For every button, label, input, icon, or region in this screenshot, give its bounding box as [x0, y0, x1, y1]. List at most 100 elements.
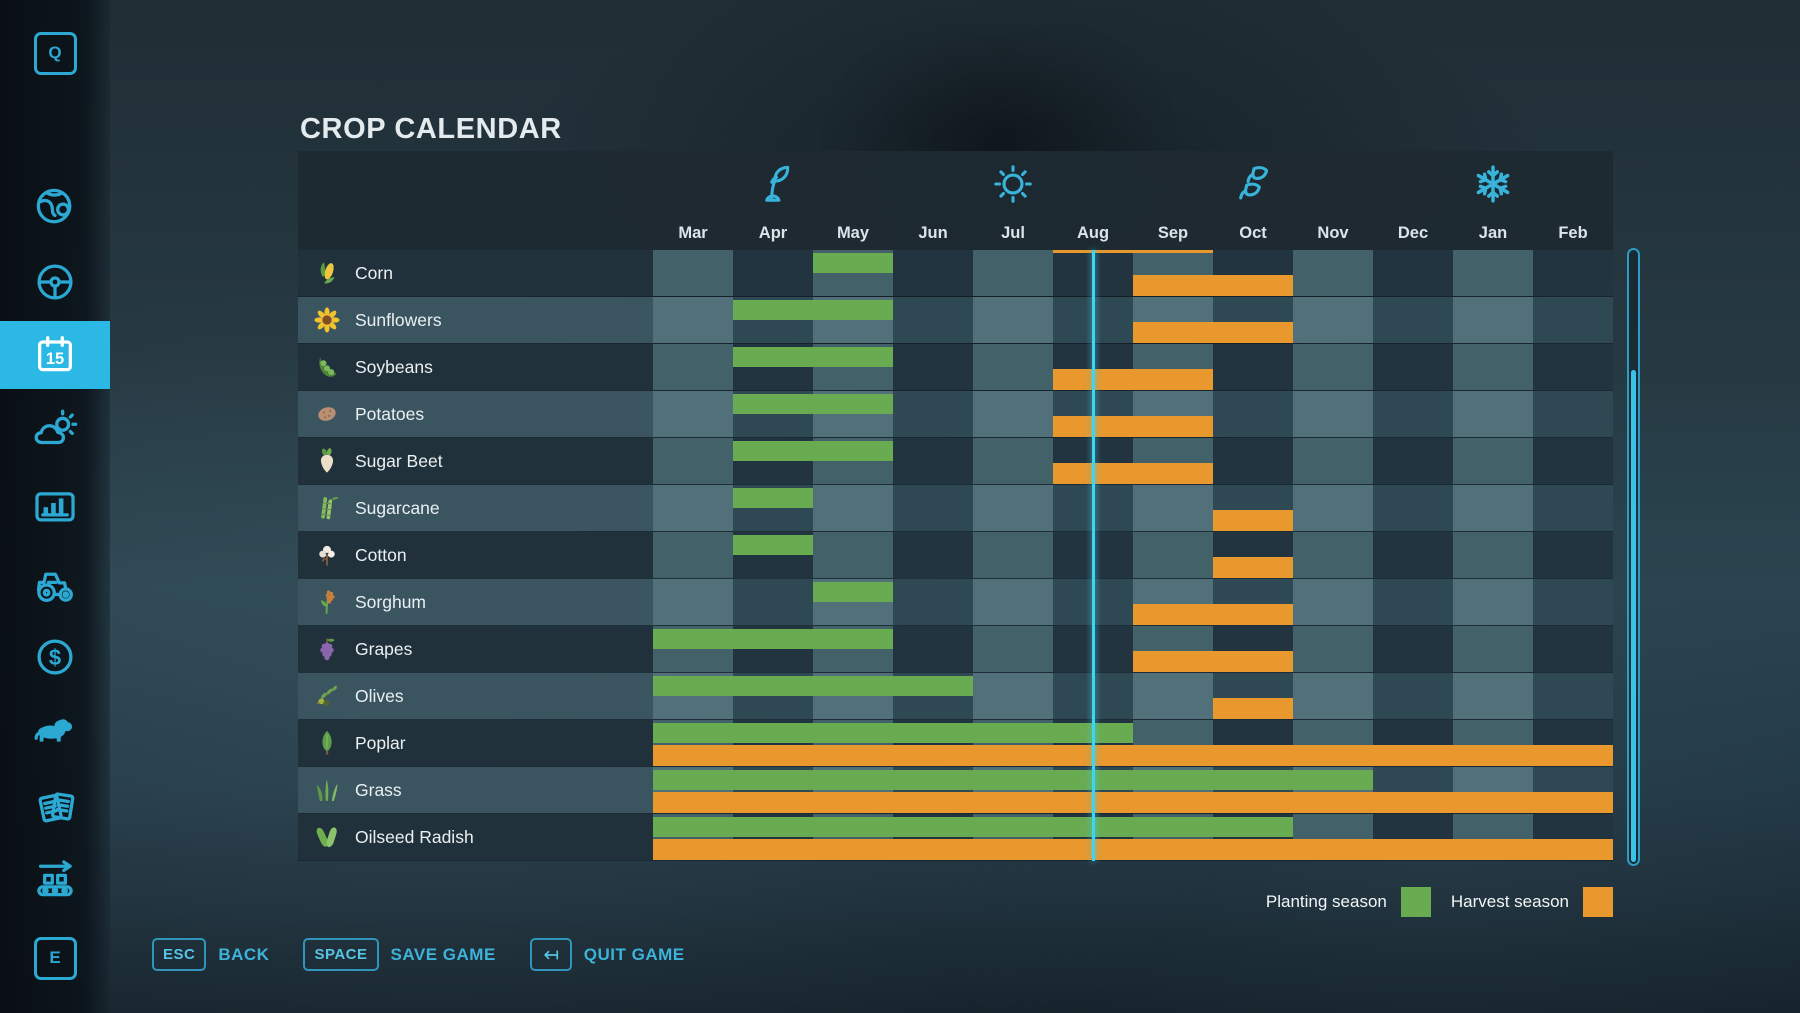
contracts-icon [32, 785, 78, 831]
calendar-cell [893, 250, 973, 296]
month-label-mar: Mar [678, 224, 708, 242]
calendar-cell [1453, 344, 1533, 390]
crop-row-potatoes[interactable]: Potatoes [298, 391, 1613, 438]
sidebar-item-steering-wheel[interactable] [0, 248, 110, 316]
calendar-cell [1373, 344, 1453, 390]
planting-season-bar [733, 535, 813, 555]
harvest-season-bar [1053, 416, 1213, 437]
sun-icon [991, 162, 1035, 206]
calendar-cell [1293, 673, 1373, 719]
crop-row-sugarcane[interactable]: Sugarcane [298, 485, 1613, 532]
planting-season-bar [653, 817, 1293, 837]
calendar-cell [893, 485, 973, 531]
crop-row-sugar-beet[interactable]: Sugar Beet [298, 438, 1613, 485]
crop-name: Grass [355, 779, 402, 800]
crop-label-cell: Sunflowers [298, 297, 653, 343]
calendar-cell [733, 579, 813, 625]
calendar-cell [1453, 673, 1533, 719]
sidebar-item-production[interactable] [0, 846, 110, 914]
sidebar-item-animals[interactable] [0, 699, 110, 767]
crop-row-olives[interactable]: Olives [298, 673, 1613, 720]
crop-name: Olives [355, 685, 404, 706]
calendar-cell [1533, 297, 1613, 343]
planting-season-bar [733, 394, 893, 414]
calendar-cell [653, 344, 733, 390]
month-header-row: Mar Apr May Jun Jul Aug Sep Oct Nov Dec Jan Feb [653, 224, 1613, 243]
back-button[interactable]: ESC BACK [152, 938, 269, 971]
crop-row-oilseed-radish[interactable]: Oilseed Radish [298, 814, 1613, 861]
sidebar-item-contracts[interactable] [0, 774, 110, 842]
calendar-cell [1373, 297, 1453, 343]
sugar-beet-icon [313, 447, 341, 475]
planting-season-bar [653, 629, 893, 649]
save-game-button[interactable]: SPACE SAVE GAME [303, 938, 495, 971]
sidebar-item-calendar[interactable]: 15 [0, 321, 110, 389]
planting-season-bar [733, 441, 893, 461]
harvest-season-bar [1133, 275, 1293, 296]
crop-row-grass[interactable]: Grass [298, 767, 1613, 814]
harvest-season-bar [1133, 604, 1293, 625]
harvest-season-bar [653, 792, 1613, 813]
return-arrow-icon [529, 938, 572, 971]
crop-row-corn[interactable]: Corn [298, 250, 1613, 297]
crop-row-soybeans[interactable]: Soybeans [298, 344, 1613, 391]
sidebar-item-e-key[interactable]: E [0, 924, 110, 992]
sidebar-item-statistics[interactable] [0, 474, 110, 542]
calendar-cell [813, 532, 893, 578]
calendar-cell [1533, 579, 1613, 625]
calendar-cell [1533, 344, 1613, 390]
calendar-cell [893, 626, 973, 672]
scrollbar-thumb[interactable] [1631, 370, 1636, 862]
sidebar-item-tractor[interactable] [0, 551, 110, 619]
crop-row-sunflowers[interactable]: Sunflowers [298, 297, 1613, 344]
crop-row-cotton[interactable]: Cotton [298, 532, 1613, 579]
calendar-cell [893, 391, 973, 437]
q-key-icon: Q [33, 31, 77, 75]
calendar-cell [973, 579, 1053, 625]
crop-row-grapes[interactable]: Grapes [298, 626, 1613, 673]
svg-text:15: 15 [46, 350, 64, 368]
sidebar-item-q-key[interactable]: Q [0, 19, 110, 87]
potato-icon [313, 400, 341, 428]
planting-season-bar [813, 582, 893, 602]
footer-button-label: SAVE GAME [390, 944, 496, 964]
calendar-cell [1133, 485, 1213, 531]
vertical-scrollbar[interactable] [1627, 248, 1640, 866]
statistics-icon [32, 485, 78, 531]
crop-row-sorghum[interactable]: Sorghum [298, 579, 1613, 626]
planting-season-bar [733, 347, 893, 367]
planting-season-bar [653, 770, 1373, 790]
calendar-cell [1533, 250, 1613, 296]
olive-icon [313, 682, 341, 710]
harvest-season-bar [1133, 651, 1293, 672]
legend: Planting season Harvest season [298, 886, 1613, 917]
crop-label-cell: Soybeans [298, 344, 653, 390]
crop-row-poplar[interactable]: Poplar [298, 720, 1613, 767]
crop-rows: Corn Sunflowers Soybeans Potatoes Sugar Beet… [298, 250, 1613, 861]
harvest-season-bar [653, 745, 1613, 766]
crop-name: Sugar Beet [355, 450, 443, 471]
map-globe-icon [32, 184, 78, 230]
calendar-cell [653, 579, 733, 625]
calendar-cell [1373, 438, 1453, 484]
sidebar-item-map-globe[interactable] [0, 173, 110, 241]
finances-icon: $ [32, 634, 78, 680]
month-label-sep: Sep [1157, 224, 1189, 242]
quit-game-button[interactable]: QUIT GAME [529, 938, 685, 971]
calendar-icon: 15 [32, 332, 78, 378]
footer-button-label: BACK [218, 944, 270, 964]
planting-season-bar [653, 676, 973, 696]
calendar-cell [733, 250, 813, 296]
crop-label-cell: Sorghum [298, 579, 653, 625]
calendar-cell [1293, 579, 1373, 625]
sidebar-item-weather[interactable] [0, 396, 110, 464]
calendar-cell [1453, 626, 1533, 672]
page-title: CROP CALENDAR [300, 113, 562, 146]
calendar-cell [1453, 297, 1533, 343]
key-letter: E [49, 948, 61, 967]
calendar-cell [1293, 626, 1373, 672]
sidebar-item-finances[interactable]: $ [0, 623, 110, 691]
month-label-jul: Jul [1001, 224, 1025, 242]
calendar-cell [1373, 579, 1453, 625]
